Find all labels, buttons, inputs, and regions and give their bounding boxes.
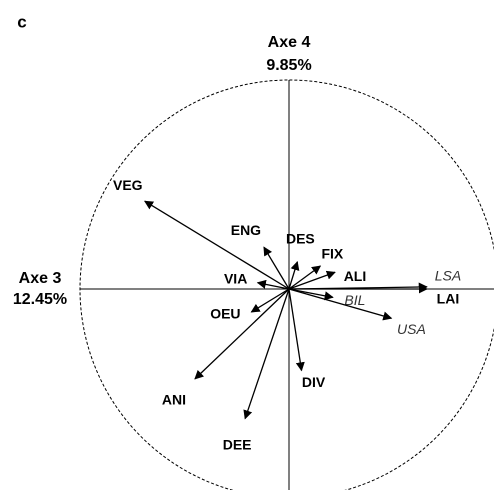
loading-vector [243, 288, 290, 420]
loading-vector [288, 288, 305, 372]
vector-label: LAI [437, 291, 460, 307]
y-axis-label: Axe 4 [268, 34, 311, 51]
vector-label: VEG [113, 177, 143, 193]
vector-label: USA [397, 321, 426, 337]
vector-label: FIX [321, 246, 343, 262]
loading-vector [194, 288, 290, 380]
loading-vector [144, 200, 290, 290]
loading-vector [250, 288, 290, 313]
vector-label: OEU [210, 306, 240, 322]
x-axis-label: Axe 3 [19, 270, 62, 287]
panel-label: c [17, 12, 26, 31]
x-axis-percent: 12.45% [13, 291, 67, 308]
loading-vector [288, 288, 334, 301]
vector-label: ANI [162, 392, 186, 408]
vector-label: ENG [231, 222, 261, 238]
vector-label: DIV [302, 374, 326, 390]
vector-label: DEE [223, 436, 252, 452]
y-axis-percent: 9.85% [266, 57, 311, 74]
vector-label: ALI [344, 268, 367, 284]
loading-vector [288, 288, 393, 321]
loading-vector [256, 279, 290, 290]
vector-label: BIL [344, 292, 365, 308]
vector-label: DES [286, 231, 315, 247]
loading-vector [288, 270, 336, 290]
loading-vector [288, 260, 300, 290]
loading-vector [263, 246, 290, 290]
loading-vector [288, 265, 322, 290]
vector-label: LSA [435, 268, 461, 284]
vector-label: VIA [224, 270, 247, 286]
